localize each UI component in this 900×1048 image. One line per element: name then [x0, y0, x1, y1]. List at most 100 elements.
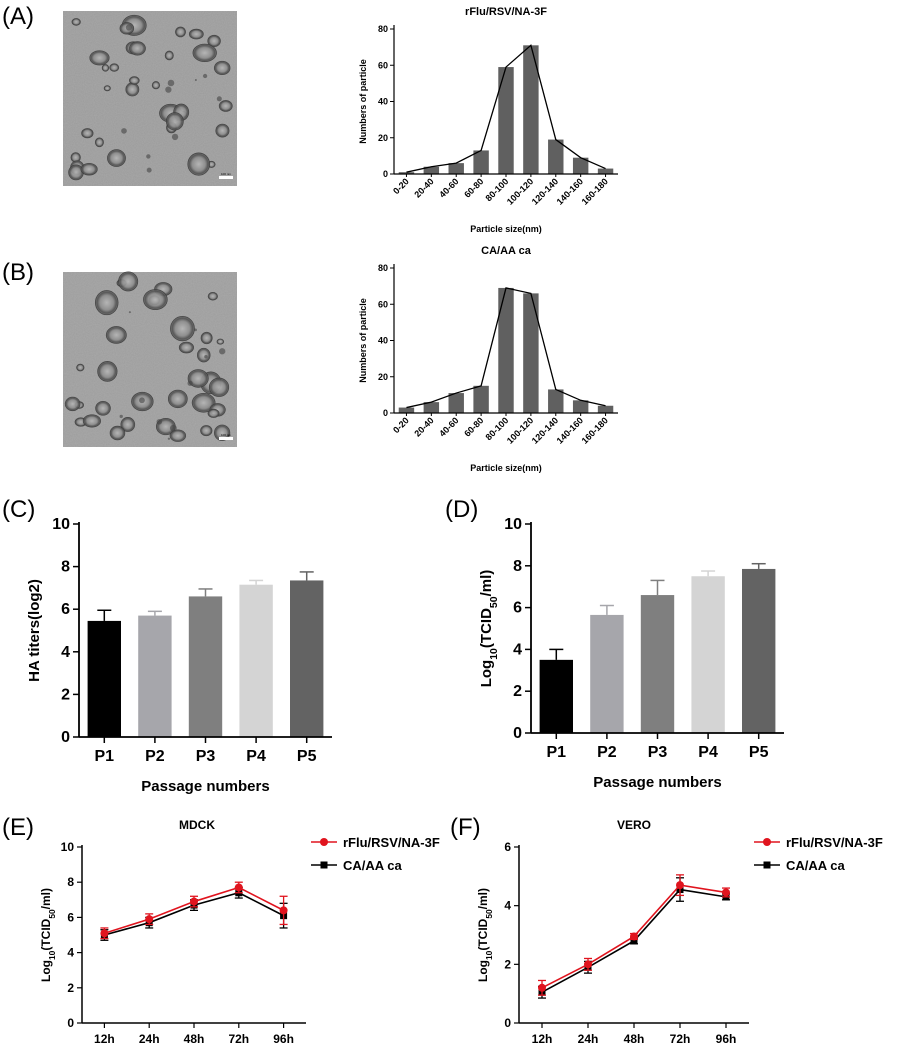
data-point: [100, 929, 109, 938]
x-tick-label: P2: [145, 748, 165, 765]
chart-title: rFlu/RSV/NA-3F: [465, 6, 547, 18]
bar: [448, 163, 464, 174]
y-tick-label: 8: [61, 559, 70, 576]
x-axis-label: Passage numbers: [593, 774, 721, 791]
x-tick-label: 60-80: [462, 176, 485, 199]
data-point: [630, 937, 638, 945]
y-tick-label: 2: [61, 686, 70, 703]
x-tick-label: 24h: [578, 1032, 599, 1046]
legend-marker: [763, 838, 771, 846]
micrograph-a: 100 nm: [63, 11, 237, 186]
y-tick-label: 0: [504, 1016, 511, 1030]
x-tick-label: 20-40: [412, 176, 435, 199]
legend-label: rFlu/RSV/NA-3F: [786, 835, 883, 850]
chart-d: 0 2 4 6 8 10 P1 P2 P3 P4 P5 Passage numbers Log10(TC…: [478, 516, 784, 791]
bar: [597, 168, 614, 174]
y-tick-label: 4: [61, 644, 70, 661]
bar: [498, 287, 514, 413]
x-tick-label: 160-180: [580, 176, 610, 206]
bar: [523, 45, 539, 174]
data-point: [722, 888, 730, 897]
x-tick-label: 140-160: [555, 176, 585, 206]
bar: [239, 584, 273, 737]
y-tick-label: 6: [61, 601, 70, 618]
x-tick-label: P1: [95, 748, 115, 765]
x-tick-label: P5: [749, 744, 769, 761]
x-tick-label: 24h: [139, 1032, 160, 1046]
y-tick-label: 2: [513, 683, 522, 700]
y-tick-label: 8: [67, 875, 74, 889]
bar: [523, 293, 539, 413]
scale-bar-a: [219, 176, 233, 179]
y-tick-label: 60: [378, 299, 388, 309]
panel-label-e: (E): [2, 814, 34, 841]
y-tick-label: 6: [504, 840, 511, 854]
y-tick-label: 0: [67, 1016, 74, 1030]
chart-title: CA/AA ca: [481, 245, 532, 257]
bar: [188, 596, 223, 737]
y-axis-label: Numbers of particle: [358, 298, 368, 383]
x-tick-label: 100-120: [505, 176, 535, 206]
bar: [597, 405, 614, 413]
bar: [473, 385, 489, 413]
y-tick-label: 10: [61, 840, 75, 854]
y-axis-label: Log10(TCID50/ml): [39, 888, 57, 982]
x-tick-label: 12h: [94, 1032, 115, 1046]
y-tick-label: 80: [378, 24, 388, 34]
scale-bar-label-a: 100 nm: [221, 172, 232, 176]
scale-bar-b: [219, 437, 233, 440]
y-tick-label: 0: [383, 408, 388, 418]
x-axis-label: Passage numbers: [141, 778, 269, 795]
y-tick-label: 6: [67, 910, 74, 924]
data-point: [190, 897, 198, 906]
bar: [572, 400, 589, 413]
bar: [138, 615, 172, 737]
legend-label: rFlu/RSV/NA-3F: [343, 835, 440, 850]
legend-marker: [320, 838, 328, 846]
data-point: [234, 883, 243, 892]
x-tick-label: 20-40: [412, 415, 435, 438]
y-tick-label: 2: [67, 981, 74, 995]
y-tick-label: 10: [504, 516, 522, 533]
y-tick-label: 20: [378, 133, 388, 143]
bar: [473, 150, 489, 174]
y-axis-label: Numbers of particle: [358, 59, 368, 144]
x-tick-label: 96h: [273, 1032, 294, 1046]
y-tick-label: 60: [378, 60, 388, 70]
panel-label-f: (F): [450, 814, 481, 841]
x-tick-label: P1: [547, 744, 567, 761]
y-tick-label: 0: [383, 169, 388, 179]
data-point: [630, 932, 638, 941]
panel-label-c: (C): [2, 496, 35, 523]
bar: [640, 595, 675, 733]
x-tick-label: 0-20: [391, 176, 411, 196]
panel-label-a: (A): [2, 3, 34, 30]
y-tick-label: 20: [378, 372, 388, 382]
chart-a: rFlu/RSV/NA-3F 0 20 40 60 80 0-20 20-40 40-60 60-…: [358, 6, 618, 234]
bar: [398, 172, 415, 174]
x-tick-label: 120-140: [530, 176, 560, 206]
bar: [572, 157, 589, 174]
chart-c: 0 2 4 6 8 10 P1 P2 P3 P4 P5 Passage numbers HA titer…: [26, 516, 332, 795]
x-tick-label: 96h: [716, 1032, 737, 1046]
y-tick-label: 0: [61, 729, 70, 746]
bar: [398, 407, 415, 413]
chart-f: VERO 0 2 4 6 12h 24h 48h 72h 96h Log10(TCID50/ml) r…: [476, 818, 883, 1046]
bar: [87, 620, 121, 737]
x-tick-label: 160-180: [580, 415, 610, 445]
bar: [423, 166, 440, 174]
x-tick-label: 0-20: [391, 415, 411, 435]
x-axis-label: Particle size(nm): [470, 224, 542, 234]
y-tick-label: 0: [513, 725, 522, 742]
x-tick-label: 12h: [532, 1032, 553, 1046]
x-axis-label: Particle size(nm): [470, 463, 542, 473]
x-tick-label: P3: [196, 748, 216, 765]
data-point: [676, 881, 684, 890]
y-tick-label: 2: [504, 957, 511, 971]
x-tick-label: 40-60: [437, 415, 460, 438]
trend-line: [406, 287, 606, 409]
x-tick-label: P5: [297, 748, 317, 765]
y-tick-label: 80: [378, 263, 388, 273]
bar: [548, 139, 564, 174]
